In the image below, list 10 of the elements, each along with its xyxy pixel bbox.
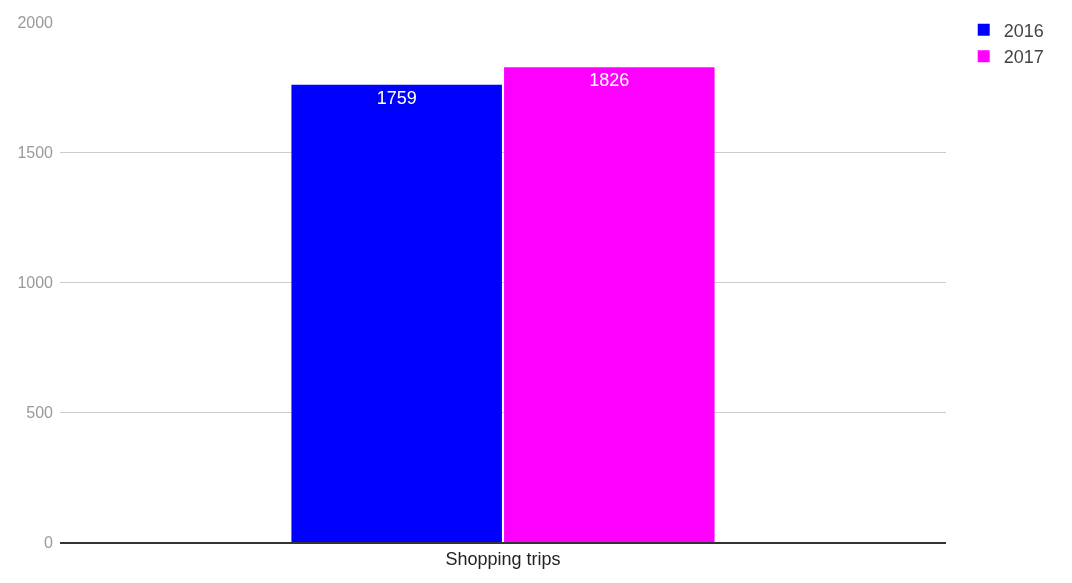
data-label: 1759 bbox=[376, 87, 417, 108]
y-tick-label: 2000 bbox=[17, 13, 54, 31]
data-label: 1826 bbox=[589, 70, 630, 91]
legend-label: 2016 bbox=[1003, 20, 1044, 41]
x-tick-label: Shopping trips bbox=[445, 549, 561, 570]
y-tick-label: 500 bbox=[26, 403, 54, 421]
legend-label: 2017 bbox=[1003, 47, 1044, 68]
y-tick-label: 1500 bbox=[17, 143, 54, 161]
y-tick-label: 0 bbox=[44, 533, 54, 551]
y-tick-label: 1000 bbox=[17, 273, 54, 291]
